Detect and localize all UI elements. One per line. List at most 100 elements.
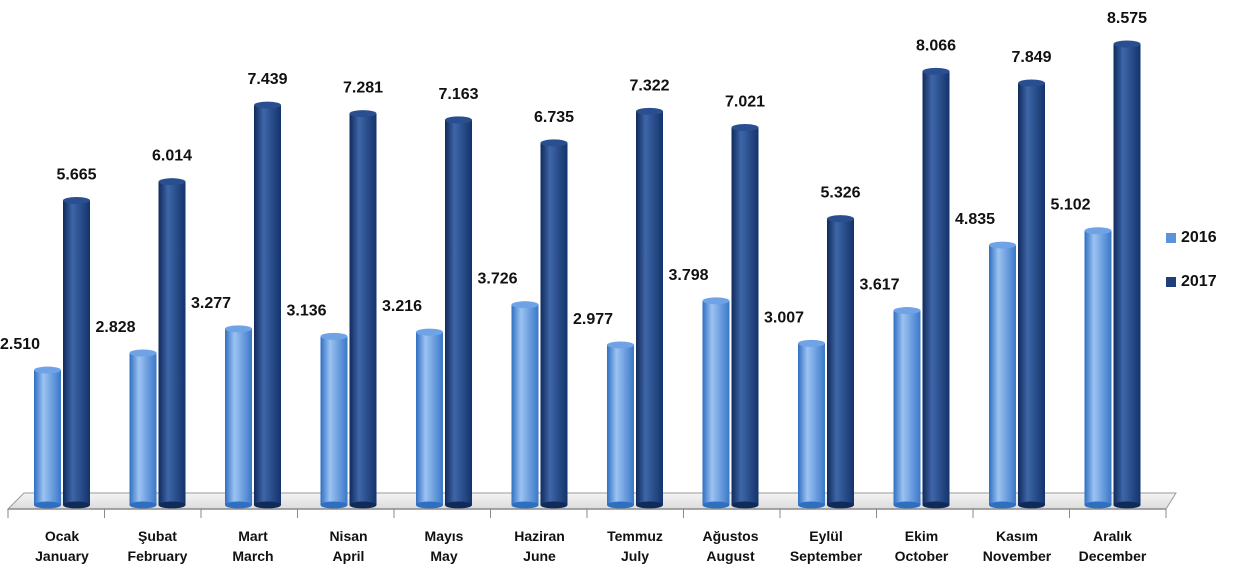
bar-base-2016-4 [416,501,443,509]
bar-base-2016-10 [989,501,1016,509]
bar-2016-3 [320,336,348,505]
data-label-2016-6: 2.977 [573,311,613,328]
bar-2017-11 [1113,44,1141,505]
bar-2017-10 [1018,83,1045,506]
data-label-2017-7: 7.021 [725,94,765,111]
data-label-2016-4: 3.216 [382,298,422,315]
bar-2017-0 [63,200,90,505]
bar-cap-2016-6 [607,341,634,349]
bar-2017-4 [445,119,472,506]
bar-cap-2017-10 [1018,79,1045,87]
bar-cap-2017-9 [922,67,950,75]
data-label-2017-10: 7.849 [1011,49,1051,66]
x-tick-label-1-1: February [128,548,188,564]
bar-cap-2016-5 [511,301,539,309]
bar-2016-11 [1084,230,1112,505]
data-label-2016-7: 3.798 [668,267,708,284]
bar-cap-2016-2 [225,325,252,333]
bar-cap-2017-1 [158,178,186,186]
bar-2016-8 [798,343,825,505]
x-tick-label-1-0: Şubat [138,528,177,544]
bar-base-2017-2 [254,501,281,509]
bar-2017-3 [349,113,377,505]
bar-base-2017-1 [158,501,186,509]
bar-2017-5 [540,142,568,506]
bar-base-2016-8 [798,501,825,509]
x-tick-label-4-0: Mayıs [425,528,464,544]
bar-cap-2017-8 [827,215,854,223]
x-tick-label-5-0: Haziran [514,528,565,544]
data-label-2017-3: 7.281 [343,80,383,97]
bar-2016-10 [989,245,1016,505]
data-label-2016-9: 3.617 [859,277,899,294]
data-label-2017-9: 8.066 [916,37,956,54]
x-tick-label-8-1: September [790,548,863,564]
x-tick-label-8-0: Eylül [809,528,842,544]
bar-base-2016-3 [320,501,348,509]
x-tick-label-0-0: Ocak [45,528,79,544]
data-label-2017-6: 7.322 [629,77,669,94]
bar-base-2016-6 [607,501,634,509]
bar-cap-2016-3 [320,332,348,340]
x-tick-label-5-1: June [523,548,556,564]
bar-cap-2017-0 [63,196,90,204]
x-tick-label-4-1: May [430,548,457,564]
bar-base-2017-6 [636,501,663,509]
legend-swatch-2017 [1166,277,1176,287]
bar-cap-2017-11 [1113,40,1141,48]
bar-2016-2 [225,328,252,505]
bar-2017-6 [636,111,663,505]
bar-base-2017-0 [63,501,90,509]
legend-item-2017: 2017 [1166,260,1217,304]
legend: 2016 2017 [1166,216,1217,304]
legend-item-2016: 2016 [1166,216,1217,260]
x-tick-label-10-1: November [983,548,1052,564]
bar-2016-1 [129,352,157,505]
bar-cap-2016-0 [34,366,61,374]
bar-base-2017-5 [540,501,568,509]
data-label-2017-1: 6.014 [152,148,192,165]
legend-swatch-2016 [1166,233,1176,243]
x-tick-label-10-0: Kasım [996,528,1038,544]
data-label-2017-8: 5.326 [820,185,860,202]
bar-cap-2016-10 [989,241,1016,249]
bar-base-2016-7 [702,501,730,509]
data-label-2017-0: 5.665 [56,166,96,183]
bar-base-2017-3 [349,501,377,509]
bar-2016-5 [511,304,539,505]
data-label-2016-3: 3.136 [286,302,326,319]
bar-base-2016-11 [1084,501,1112,509]
x-tick-label-3-0: Nisan [329,528,367,544]
bar-2016-6 [607,344,634,505]
bar-cap-2017-5 [540,139,568,147]
bar-2017-8 [827,218,854,506]
bar-2016-9 [893,310,921,505]
x-tick-label-6-0: Temmuz [607,528,663,544]
bar-base-2016-2 [225,501,252,509]
x-tick-label-11-0: Aralık [1093,528,1132,544]
bar-base-2017-8 [827,501,854,509]
x-tick-label-0-1: January [35,548,89,564]
bar-cap-2016-7 [702,297,730,305]
bar-base-2017-11 [1113,501,1141,509]
bar-cap-2017-6 [636,107,663,115]
data-label-2016-0: 2.510 [0,336,40,353]
bar-cap-2016-9 [893,307,921,315]
x-tick-label-7-1: August [706,548,755,564]
bar-base-2017-4 [445,501,472,509]
bar-cap-2016-8 [798,339,825,347]
x-tick-label-2-0: Mart [238,528,268,544]
bar-cap-2017-3 [349,110,377,118]
bar-base-2017-10 [1018,501,1045,509]
legend-label-2017: 2017 [1181,273,1217,290]
x-tick-label-9-1: October [895,548,949,564]
bar-base-2016-0 [34,501,61,509]
bar-base-2016-5 [511,501,539,509]
data-label-2016-2: 3.277 [191,295,231,312]
bar-2017-7 [731,127,759,505]
x-tick-label-6-1: July [621,548,649,564]
bar-cap-2017-4 [445,116,472,124]
bar-2017-2 [254,105,281,505]
x-tick-label-9-0: Ekim [905,528,938,544]
data-label-2017-11: 8.575 [1107,10,1147,27]
